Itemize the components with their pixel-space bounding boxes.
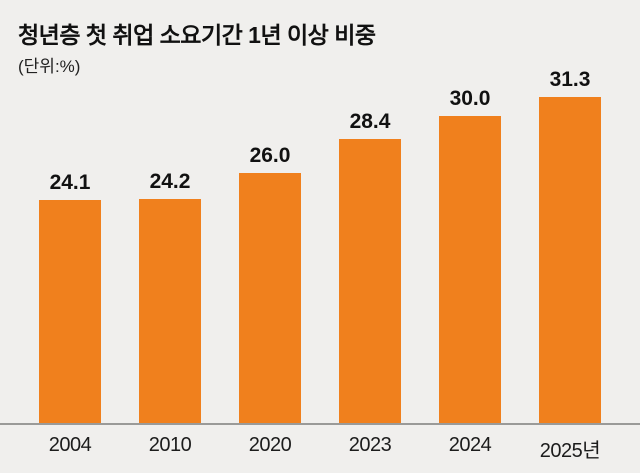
- bar-value-label: 26.0: [249, 144, 291, 167]
- bar: [139, 199, 201, 425]
- bar: [39, 200, 101, 425]
- x-axis-tick-label: 2004: [48, 434, 92, 456]
- plot-area: 24.1 24.2 26.0 28.4 30.0 31.3: [22, 0, 618, 425]
- bar: [339, 139, 401, 425]
- bar-value-label: 31.3: [549, 68, 591, 91]
- bar: [239, 173, 301, 425]
- bar-group: 24.2: [122, 171, 218, 425]
- x-axis-labels: 2004 2010 2020 2023 2024 2025년: [22, 434, 618, 463]
- chart-title: 청년층 첫 취업 소요기간 1년 이상 비중: [18, 22, 376, 48]
- x-axis-tick-label: 2020: [248, 434, 292, 456]
- x-axis-line: [0, 423, 640, 425]
- bar-value-label: 24.1: [49, 171, 91, 194]
- bar-value-label: 28.4: [349, 110, 391, 133]
- bar-group: 24.1: [22, 172, 118, 425]
- bar-group: 31.3: [522, 69, 618, 425]
- bar-value-label: 24.2: [149, 170, 191, 193]
- x-axis-tick-label: 2023: [348, 434, 392, 456]
- bar: [439, 116, 501, 425]
- unit-label: (단위:%): [18, 57, 81, 76]
- bar: [539, 97, 601, 425]
- x-axis-tick-label: 2010: [148, 434, 192, 456]
- bar-group: 28.4: [322, 111, 418, 425]
- bar-value-label: 30.0: [449, 87, 491, 110]
- bar-group: 30.0: [422, 88, 518, 425]
- x-axis-tick-label: 2025년: [539, 440, 601, 462]
- x-axis-tick-label: 2024: [448, 434, 492, 456]
- bar-group: 26.0: [222, 145, 318, 425]
